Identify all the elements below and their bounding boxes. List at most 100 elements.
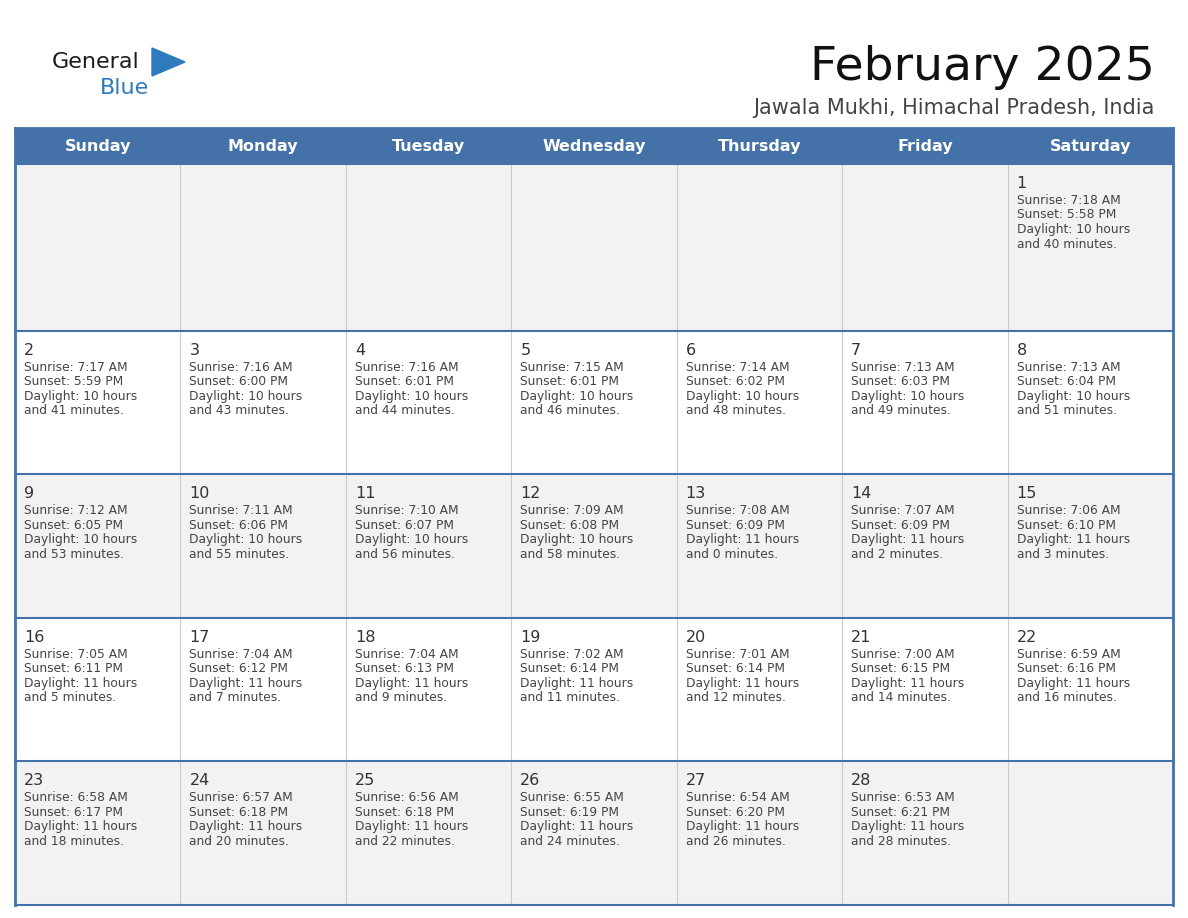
Text: Sunrise: 7:10 AM: Sunrise: 7:10 AM bbox=[355, 504, 459, 518]
Text: Sunrise: 7:12 AM: Sunrise: 7:12 AM bbox=[24, 504, 127, 518]
Text: 23: 23 bbox=[24, 774, 44, 789]
Text: 24: 24 bbox=[189, 774, 209, 789]
Text: Sunset: 6:01 PM: Sunset: 6:01 PM bbox=[355, 375, 454, 388]
Text: Sunrise: 7:04 AM: Sunrise: 7:04 AM bbox=[355, 648, 459, 661]
Text: Sunrise: 6:54 AM: Sunrise: 6:54 AM bbox=[685, 791, 790, 804]
Text: and 3 minutes.: and 3 minutes. bbox=[1017, 548, 1108, 561]
Text: and 22 minutes.: and 22 minutes. bbox=[355, 835, 455, 848]
Text: and 20 minutes.: and 20 minutes. bbox=[189, 835, 290, 848]
Text: Thursday: Thursday bbox=[718, 139, 801, 153]
Text: Sunrise: 6:53 AM: Sunrise: 6:53 AM bbox=[851, 791, 955, 804]
Text: 3: 3 bbox=[189, 342, 200, 358]
Text: 11: 11 bbox=[355, 487, 375, 501]
Text: Sunrise: 7:17 AM: Sunrise: 7:17 AM bbox=[24, 361, 127, 374]
Text: Sunrise: 7:08 AM: Sunrise: 7:08 AM bbox=[685, 504, 790, 518]
Text: and 12 minutes.: and 12 minutes. bbox=[685, 691, 785, 704]
Text: 16: 16 bbox=[24, 630, 44, 644]
Text: 19: 19 bbox=[520, 630, 541, 644]
Text: and 58 minutes.: and 58 minutes. bbox=[520, 548, 620, 561]
Text: Tuesday: Tuesday bbox=[392, 139, 466, 153]
Polygon shape bbox=[152, 48, 185, 76]
Text: Sunset: 6:05 PM: Sunset: 6:05 PM bbox=[24, 519, 124, 532]
Text: 22: 22 bbox=[1017, 630, 1037, 644]
Text: Monday: Monday bbox=[228, 139, 298, 153]
Text: Daylight: 11 hours: Daylight: 11 hours bbox=[685, 821, 800, 834]
Text: Daylight: 10 hours: Daylight: 10 hours bbox=[355, 533, 468, 546]
Text: 21: 21 bbox=[851, 630, 872, 644]
Text: 18: 18 bbox=[355, 630, 375, 644]
Text: 14: 14 bbox=[851, 487, 872, 501]
Text: 20: 20 bbox=[685, 630, 706, 644]
Text: 10: 10 bbox=[189, 487, 210, 501]
Text: Sunset: 6:21 PM: Sunset: 6:21 PM bbox=[851, 806, 950, 819]
Text: February 2025: February 2025 bbox=[810, 46, 1155, 91]
Text: Sunrise: 7:13 AM: Sunrise: 7:13 AM bbox=[1017, 361, 1120, 374]
Text: Sunrise: 7:09 AM: Sunrise: 7:09 AM bbox=[520, 504, 624, 518]
Text: Daylight: 10 hours: Daylight: 10 hours bbox=[520, 533, 633, 546]
Text: Blue: Blue bbox=[100, 78, 150, 98]
Text: Sunrise: 6:59 AM: Sunrise: 6:59 AM bbox=[1017, 648, 1120, 661]
Text: Sunrise: 7:11 AM: Sunrise: 7:11 AM bbox=[189, 504, 293, 518]
Text: Sunset: 6:16 PM: Sunset: 6:16 PM bbox=[1017, 663, 1116, 676]
Text: and 18 minutes.: and 18 minutes. bbox=[24, 835, 124, 848]
Text: and 11 minutes.: and 11 minutes. bbox=[520, 691, 620, 704]
Text: Friday: Friday bbox=[897, 139, 953, 153]
Text: Sunset: 6:10 PM: Sunset: 6:10 PM bbox=[1017, 519, 1116, 532]
Text: Sunrise: 7:02 AM: Sunrise: 7:02 AM bbox=[520, 648, 624, 661]
Text: Sunset: 5:59 PM: Sunset: 5:59 PM bbox=[24, 375, 124, 388]
Text: Daylight: 10 hours: Daylight: 10 hours bbox=[355, 390, 468, 403]
Text: Sunrise: 6:57 AM: Sunrise: 6:57 AM bbox=[189, 791, 293, 804]
Text: Daylight: 11 hours: Daylight: 11 hours bbox=[851, 533, 965, 546]
Bar bbox=[15, 330, 1173, 475]
Text: and 55 minutes.: and 55 minutes. bbox=[189, 548, 290, 561]
Text: Sunrise: 7:06 AM: Sunrise: 7:06 AM bbox=[1017, 504, 1120, 518]
Text: 6: 6 bbox=[685, 342, 696, 358]
Text: Daylight: 11 hours: Daylight: 11 hours bbox=[189, 677, 303, 689]
Text: Sunrise: 7:15 AM: Sunrise: 7:15 AM bbox=[520, 361, 624, 374]
Text: 25: 25 bbox=[355, 774, 375, 789]
Text: Daylight: 11 hours: Daylight: 11 hours bbox=[1017, 677, 1130, 689]
Bar bbox=[15, 128, 1173, 164]
Text: Sunset: 6:17 PM: Sunset: 6:17 PM bbox=[24, 806, 124, 819]
Text: Sunrise: 7:16 AM: Sunrise: 7:16 AM bbox=[189, 361, 293, 374]
Text: 15: 15 bbox=[1017, 487, 1037, 501]
Text: Daylight: 11 hours: Daylight: 11 hours bbox=[685, 533, 800, 546]
Text: Sunday: Sunday bbox=[64, 139, 131, 153]
Text: and 2 minutes.: and 2 minutes. bbox=[851, 548, 943, 561]
Text: and 14 minutes.: and 14 minutes. bbox=[851, 691, 952, 704]
Text: Sunset: 6:07 PM: Sunset: 6:07 PM bbox=[355, 519, 454, 532]
Text: Sunset: 6:00 PM: Sunset: 6:00 PM bbox=[189, 375, 289, 388]
Text: and 24 minutes.: and 24 minutes. bbox=[520, 835, 620, 848]
Text: Sunset: 6:14 PM: Sunset: 6:14 PM bbox=[685, 663, 785, 676]
Text: Sunset: 6:15 PM: Sunset: 6:15 PM bbox=[851, 663, 950, 676]
Text: Daylight: 11 hours: Daylight: 11 hours bbox=[520, 677, 633, 689]
Text: and 5 minutes.: and 5 minutes. bbox=[24, 691, 116, 704]
Text: Sunset: 6:11 PM: Sunset: 6:11 PM bbox=[24, 663, 124, 676]
Text: 12: 12 bbox=[520, 487, 541, 501]
Text: Sunset: 6:20 PM: Sunset: 6:20 PM bbox=[685, 806, 785, 819]
Text: Daylight: 11 hours: Daylight: 11 hours bbox=[24, 821, 138, 834]
Text: Daylight: 11 hours: Daylight: 11 hours bbox=[355, 821, 468, 834]
Text: and 16 minutes.: and 16 minutes. bbox=[1017, 691, 1117, 704]
Text: Sunset: 6:02 PM: Sunset: 6:02 PM bbox=[685, 375, 785, 388]
Text: and 49 minutes.: and 49 minutes. bbox=[851, 404, 952, 417]
Text: and 44 minutes.: and 44 minutes. bbox=[355, 404, 455, 417]
Text: and 51 minutes.: and 51 minutes. bbox=[1017, 404, 1117, 417]
Text: Daylight: 10 hours: Daylight: 10 hours bbox=[189, 390, 303, 403]
Text: and 40 minutes.: and 40 minutes. bbox=[1017, 238, 1117, 251]
Text: Sunset: 6:14 PM: Sunset: 6:14 PM bbox=[520, 663, 619, 676]
Text: and 7 minutes.: and 7 minutes. bbox=[189, 691, 282, 704]
Text: Sunrise: 7:05 AM: Sunrise: 7:05 AM bbox=[24, 648, 128, 661]
Text: Daylight: 11 hours: Daylight: 11 hours bbox=[851, 677, 965, 689]
Text: Sunset: 6:09 PM: Sunset: 6:09 PM bbox=[685, 519, 785, 532]
Text: Daylight: 10 hours: Daylight: 10 hours bbox=[520, 390, 633, 403]
Text: and 26 minutes.: and 26 minutes. bbox=[685, 835, 785, 848]
Text: Sunrise: 7:13 AM: Sunrise: 7:13 AM bbox=[851, 361, 955, 374]
Text: 7: 7 bbox=[851, 342, 861, 358]
Text: Sunrise: 7:14 AM: Sunrise: 7:14 AM bbox=[685, 361, 789, 374]
Text: Sunset: 6:01 PM: Sunset: 6:01 PM bbox=[520, 375, 619, 388]
Text: 5: 5 bbox=[520, 342, 530, 358]
Text: Daylight: 10 hours: Daylight: 10 hours bbox=[24, 533, 138, 546]
Text: and 28 minutes.: and 28 minutes. bbox=[851, 835, 952, 848]
Text: Daylight: 11 hours: Daylight: 11 hours bbox=[520, 821, 633, 834]
